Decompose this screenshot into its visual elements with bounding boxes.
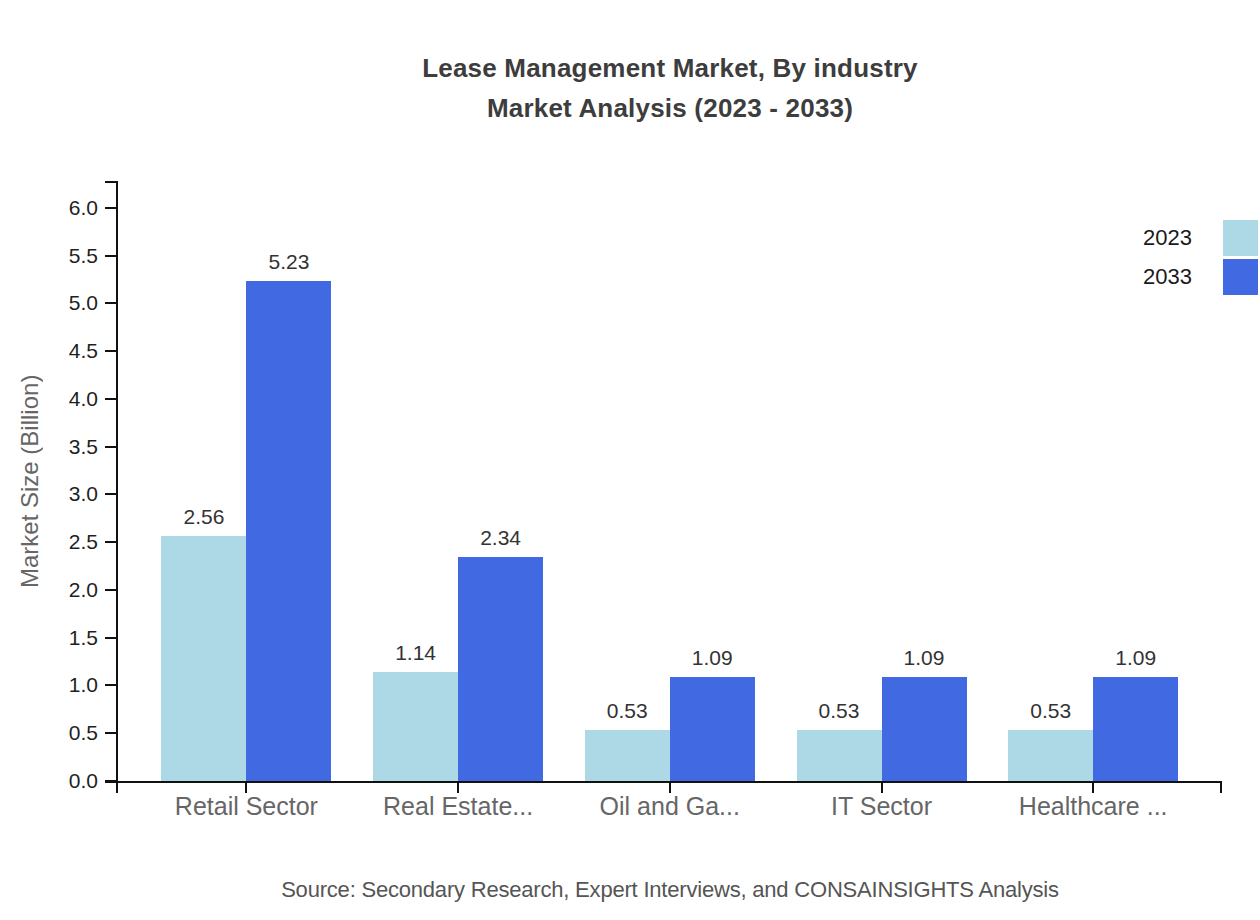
bar-value-label: 5.23 bbox=[226, 249, 351, 275]
y-axis-tick bbox=[105, 493, 116, 495]
y-axis-tick bbox=[105, 446, 116, 448]
y-axis-top-cap bbox=[105, 181, 116, 183]
bar-2033-5 bbox=[1093, 677, 1178, 781]
legend-label-2033: 2033 bbox=[1092, 264, 1192, 290]
y-axis-tick-label: 5.0 bbox=[40, 290, 98, 316]
y-axis-tick bbox=[105, 589, 116, 591]
legend-item-2023: 2023 bbox=[1092, 218, 1258, 257]
source-note: Source: Secondary Research, Expert Inter… bbox=[118, 877, 1222, 903]
chart-title-line1: Lease Management Market, By industry bbox=[118, 48, 1222, 88]
y-axis-tick bbox=[105, 684, 116, 686]
y-axis-tick bbox=[105, 207, 116, 209]
chart-title-line2: Market Analysis (2023 - 2033) bbox=[118, 88, 1222, 128]
legend-label-2023: 2023 bbox=[1092, 225, 1192, 251]
y-axis-tick bbox=[105, 255, 116, 257]
y-axis-tick bbox=[105, 350, 116, 352]
y-axis-tick-label: 2.5 bbox=[40, 529, 98, 555]
x-axis-category-label: Real Estate... bbox=[343, 792, 573, 821]
bar-value-label: 2.34 bbox=[438, 525, 563, 551]
bar-2033-2 bbox=[458, 557, 543, 781]
y-axis-tick bbox=[105, 541, 116, 543]
x-axis-category-label: Healthcare ... bbox=[978, 792, 1208, 821]
y-axis-tick-label: 0.0 bbox=[40, 768, 98, 794]
y-axis-tick bbox=[105, 637, 116, 639]
y-axis-tick-label: 0.5 bbox=[40, 720, 98, 746]
bar-value-label: 1.09 bbox=[650, 645, 775, 671]
y-axis-tick-label: 5.5 bbox=[40, 243, 98, 269]
bar-2023-2 bbox=[373, 672, 458, 781]
y-axis-tick-label: 3.0 bbox=[40, 481, 98, 507]
legend-swatch-2033 bbox=[1223, 259, 1258, 295]
x-axis-category-label: IT Sector bbox=[767, 792, 997, 821]
plot-area: 0.00.51.01.52.02.53.03.54.04.55.05.56.0R… bbox=[118, 181, 1222, 781]
bar-2023-4 bbox=[797, 730, 882, 781]
bar-2023-3 bbox=[585, 730, 670, 781]
y-axis-tick-label: 1.0 bbox=[40, 672, 98, 698]
bar-2023-5 bbox=[1008, 730, 1093, 781]
y-axis-tick-label: 3.5 bbox=[40, 434, 98, 460]
bar-2023-1 bbox=[161, 536, 246, 781]
chart-title: Lease Management Market, By industry Mar… bbox=[118, 48, 1222, 128]
legend-item-2033: 2033 bbox=[1092, 257, 1258, 296]
y-axis-tick-label: 4.0 bbox=[40, 386, 98, 412]
legend-swatch-2023 bbox=[1223, 220, 1258, 256]
x-axis-end-tick bbox=[1220, 781, 1222, 793]
bar-2033-1 bbox=[246, 281, 331, 781]
bar-value-label: 1.09 bbox=[862, 645, 987, 671]
chart-canvas: Lease Management Market, By industry Mar… bbox=[0, 0, 1260, 920]
y-axis-tick-label: 1.5 bbox=[40, 625, 98, 651]
bar-2033-4 bbox=[882, 677, 967, 781]
y-axis-tick bbox=[105, 732, 116, 734]
x-axis-category-label: Oil and Ga... bbox=[555, 792, 785, 821]
y-axis-tick bbox=[105, 398, 116, 400]
x-axis-line bbox=[105, 781, 1222, 783]
y-axis-tick-label: 6.0 bbox=[40, 195, 98, 221]
y-axis-tick bbox=[105, 780, 116, 782]
bar-value-label: 1.09 bbox=[1073, 645, 1198, 671]
bar-2033-3 bbox=[670, 677, 755, 781]
y-axis-tick-label: 2.0 bbox=[40, 577, 98, 603]
y-axis-tick-label: 4.5 bbox=[40, 338, 98, 364]
legend: 2023 2033 bbox=[1092, 218, 1258, 296]
y-axis-tick bbox=[105, 302, 116, 304]
y-axis-line bbox=[116, 181, 118, 793]
x-axis-category-label: Retail Sector bbox=[131, 792, 361, 821]
